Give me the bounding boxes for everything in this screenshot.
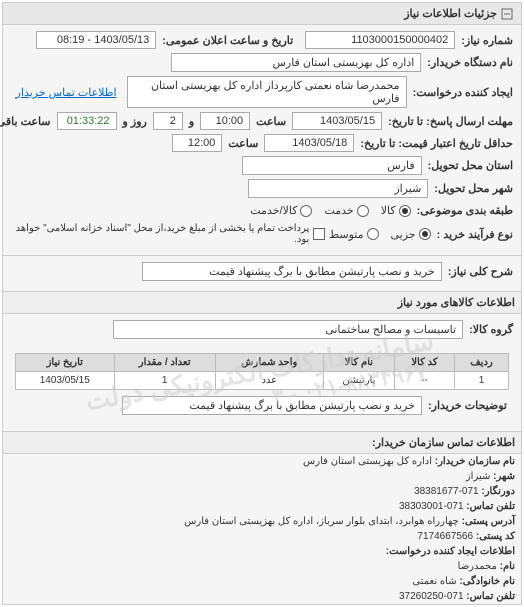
- goods-section-title: اطلاعات کالاهای مورد نیاز: [3, 291, 521, 314]
- creator-label: ایجاد کننده درخواست:: [411, 84, 515, 101]
- contact-section-title: اطلاعات تماس سازمان خریدار:: [3, 431, 521, 454]
- process-label: نوع فرآیند خرید :: [435, 226, 515, 243]
- panel-header: جزئیات اطلاعات نیاز: [3, 3, 521, 25]
- col-name: نام کالا: [323, 354, 394, 372]
- col-code: کد کالا: [394, 354, 454, 372]
- goods-section: گروه کالا: تاسیسات و مصالح ساختمانی ساما…: [3, 314, 521, 431]
- radio-goods[interactable]: کالا: [381, 204, 411, 217]
- table-header-row: ردیف کد کالا نام کالا واحد شمارش تعداد /…: [16, 354, 509, 372]
- delivery-date-field: 1403/05/18: [264, 134, 354, 152]
- province-field: فارس: [242, 156, 422, 175]
- collapse-icon[interactable]: [501, 8, 513, 20]
- need-title-field: خرید و نصب پارتیشن مطابق با برگ پیشنهاد …: [142, 262, 442, 281]
- category-radio-group: کالا خدمت کالا/خدمت: [250, 204, 410, 217]
- table-row: 1 -- پارتیشن عدد 1 1403/05/15: [16, 372, 509, 390]
- and-label: و: [187, 113, 196, 130]
- group-label: گروه کالا:: [467, 321, 515, 338]
- province-label: استان محل تحویل:: [426, 157, 515, 174]
- contact-link[interactable]: اطلاعات تماس خریدار: [16, 86, 117, 99]
- creator-field: محمدرضا شاه نعمتی کارپرداز اداره کل بهزی…: [127, 76, 407, 108]
- process-radio-group: جزیی متوسط: [329, 228, 431, 241]
- org-label: نام دستگاه خریدار:: [425, 54, 515, 71]
- col-qty: تعداد / مقدار: [114, 354, 215, 372]
- city-label: شهر محل تحویل:: [432, 180, 515, 197]
- header-section: شماره نیاز: 1103000150000402 تاریخ و ساع…: [3, 25, 521, 255]
- col-date: تاریخ نیاز: [16, 354, 115, 372]
- details-panel: جزئیات اطلاعات نیاز شماره نیاز: 11030001…: [2, 2, 522, 605]
- remaining-label: ساعت باقی مانده: [0, 113, 53, 130]
- need-number-field: 1103000150000402: [305, 31, 455, 49]
- radio-goods-service[interactable]: کالا/خدمت: [250, 204, 312, 217]
- radio-partial[interactable]: جزیی: [391, 228, 431, 241]
- org-field: اداره کل بهزیستی استان فارس: [171, 53, 421, 72]
- deadline-label: مهلت ارسال پاسخ: تا تاریخ:: [386, 113, 515, 130]
- process-note: پرداخت تمام یا بخشی از مبلغ خرید،از محل …: [9, 223, 309, 245]
- need-number-label: شماره نیاز:: [459, 32, 515, 49]
- time-label-2: ساعت: [226, 135, 260, 152]
- treasury-checkbox[interactable]: [313, 228, 325, 240]
- col-row: ردیف: [455, 354, 509, 372]
- category-label: طبقه بندی موضوعی:: [415, 202, 515, 219]
- need-title-label: شرح کلی نیاز:: [446, 263, 515, 280]
- goods-table: ردیف کد کالا نام کالا واحد شمارش تعداد /…: [15, 353, 509, 390]
- announce-field: 1403/05/13 - 08:19: [36, 31, 156, 49]
- deadline-date-field: 1403/05/15: [292, 112, 382, 130]
- time-label-1: ساعت: [254, 113, 288, 130]
- panel-title: جزئیات اطلاعات نیاز: [404, 7, 497, 20]
- col-unit: واحد شمارش: [215, 354, 323, 372]
- contact-section: نام سازمان خریدار: اداره کل بهزیستی استا…: [3, 454, 521, 604]
- announce-label: تاریخ و ساعت اعلان عمومی:: [160, 32, 295, 49]
- radio-service[interactable]: خدمت: [324, 204, 368, 217]
- radio-medium[interactable]: متوسط: [329, 228, 379, 241]
- deadline-time-field: 10:00: [200, 112, 250, 130]
- days-field: 2: [153, 112, 183, 130]
- desc-field: خرید و نصب پارتیشن مطابق با برگ پیشنهاد …: [122, 396, 422, 415]
- city-field: شیراز: [248, 179, 428, 198]
- remaining-time-field: 01:33:22: [57, 112, 117, 130]
- need-title-section: شرح کلی نیاز: خرید و نصب پارتیشن مطابق ب…: [3, 255, 521, 291]
- delivery-label: حداقل تاریخ اعتبار قیمت: تا تاریخ:: [358, 135, 515, 152]
- days-label: روز و: [121, 113, 149, 130]
- desc-label: توضیحات خریدار:: [426, 397, 509, 414]
- delivery-time-field: 12:00: [172, 134, 222, 152]
- group-field: تاسیسات و مصالح ساختمانی: [113, 320, 463, 339]
